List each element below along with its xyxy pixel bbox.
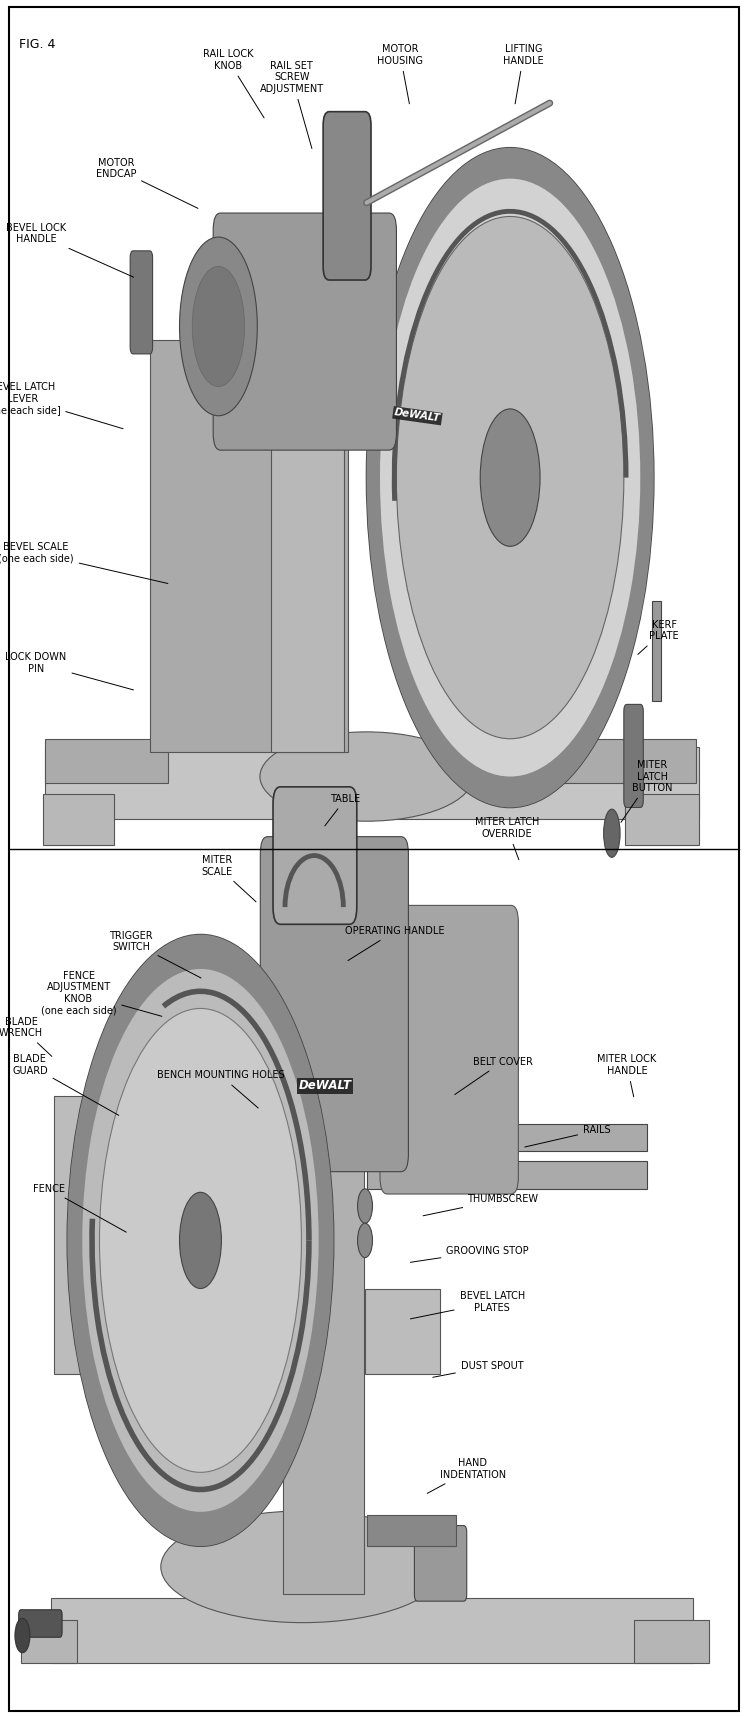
Text: THUMBSCREW: THUMBSCREW (423, 1194, 538, 1216)
Text: MOTOR
ENDCAP: MOTOR ENDCAP (96, 158, 198, 208)
Text: BLADE
GUARD: BLADE GUARD (12, 1055, 119, 1115)
Bar (365, 1288, 440, 1374)
FancyBboxPatch shape (130, 251, 153, 354)
Circle shape (367, 148, 654, 807)
Circle shape (180, 1192, 221, 1288)
Text: OPERATING HANDLE: OPERATING HANDLE (345, 926, 445, 960)
Text: BLADE
WRENCH: BLADE WRENCH (0, 1017, 52, 1057)
FancyBboxPatch shape (624, 704, 643, 807)
Ellipse shape (260, 732, 473, 821)
Text: FIG. 4: FIG. 4 (19, 38, 55, 52)
Bar (45, 747, 699, 819)
Text: BEVEL LOCK
HANDLE: BEVEL LOCK HANDLE (6, 223, 134, 277)
FancyBboxPatch shape (213, 213, 396, 450)
Text: DeWALT: DeWALT (299, 1079, 352, 1093)
Circle shape (192, 266, 245, 387)
Ellipse shape (161, 1512, 445, 1622)
Circle shape (480, 409, 540, 546)
Text: RAILS: RAILS (525, 1125, 610, 1148)
Text: MOTOR
HOUSING: MOTOR HOUSING (377, 45, 423, 103)
Text: FENCE
ADJUSTMENT
KNOB
(one each side): FENCE ADJUSTMENT KNOB (one each side) (40, 971, 162, 1017)
Text: DeWALT: DeWALT (393, 407, 441, 424)
Text: MITER
LATCH
BUTTON: MITER LATCH BUTTON (621, 759, 672, 823)
Circle shape (396, 216, 624, 739)
Bar (367, 1515, 456, 1546)
Text: MITER LOCK
HANDLE: MITER LOCK HANDLE (597, 1055, 657, 1096)
Text: DUST SPOUT: DUST SPOUT (433, 1361, 524, 1378)
FancyBboxPatch shape (414, 1526, 467, 1601)
Circle shape (358, 1189, 373, 1223)
Text: RAIL LOCK
KNOB: RAIL LOCK KNOB (203, 50, 264, 119)
FancyBboxPatch shape (323, 112, 371, 280)
FancyBboxPatch shape (43, 794, 114, 845)
Bar (367, 1161, 647, 1189)
Bar (634, 1620, 709, 1663)
Text: TABLE: TABLE (325, 794, 361, 826)
Circle shape (15, 1618, 30, 1653)
Text: KERF
PLATE: KERF PLATE (638, 620, 679, 655)
Ellipse shape (604, 809, 620, 857)
Circle shape (67, 935, 334, 1546)
Bar (367, 1124, 647, 1151)
FancyBboxPatch shape (19, 1610, 62, 1637)
Bar (271, 392, 344, 752)
Bar (51, 1598, 693, 1663)
Circle shape (180, 237, 257, 416)
Bar (283, 976, 364, 1594)
Text: BEVEL LATCH
LEVER
[one each side]: BEVEL LATCH LEVER [one each side] (0, 381, 123, 430)
FancyBboxPatch shape (380, 905, 518, 1194)
Text: BEVEL LATCH
PLATES: BEVEL LATCH PLATES (411, 1292, 525, 1319)
Text: RAIL SET
SCREW
ADJUSTMENT: RAIL SET SCREW ADJUSTMENT (260, 60, 324, 148)
FancyBboxPatch shape (273, 787, 357, 924)
Circle shape (99, 1008, 301, 1472)
Text: HAND
INDENTATION: HAND INDENTATION (427, 1459, 506, 1493)
Text: MITER
SCALE: MITER SCALE (201, 856, 256, 902)
Text: TRIGGER
SWITCH: TRIGGER SWITCH (109, 931, 201, 978)
Bar (546, 739, 696, 783)
Text: BEVEL SCALE
(one each side): BEVEL SCALE (one each side) (0, 543, 168, 584)
Text: BELT COVER: BELT COVER (455, 1057, 533, 1094)
Text: MITER LATCH
OVERRIDE: MITER LATCH OVERRIDE (475, 818, 539, 859)
Bar (54, 1096, 142, 1374)
Text: GROOVING STOP: GROOVING STOP (411, 1246, 529, 1263)
Bar (21, 1620, 77, 1663)
Bar (45, 739, 168, 783)
Text: FENCE: FENCE (33, 1184, 126, 1232)
Text: LOCK DOWN
PIN: LOCK DOWN PIN (5, 653, 133, 691)
Text: LIFTING
HANDLE: LIFTING HANDLE (503, 45, 544, 103)
Text: BENCH MOUNTING HOLES: BENCH MOUNTING HOLES (157, 1070, 284, 1108)
FancyBboxPatch shape (625, 794, 699, 845)
Circle shape (358, 1223, 373, 1258)
FancyBboxPatch shape (150, 340, 348, 752)
FancyBboxPatch shape (260, 837, 408, 1172)
Bar (652, 601, 661, 701)
